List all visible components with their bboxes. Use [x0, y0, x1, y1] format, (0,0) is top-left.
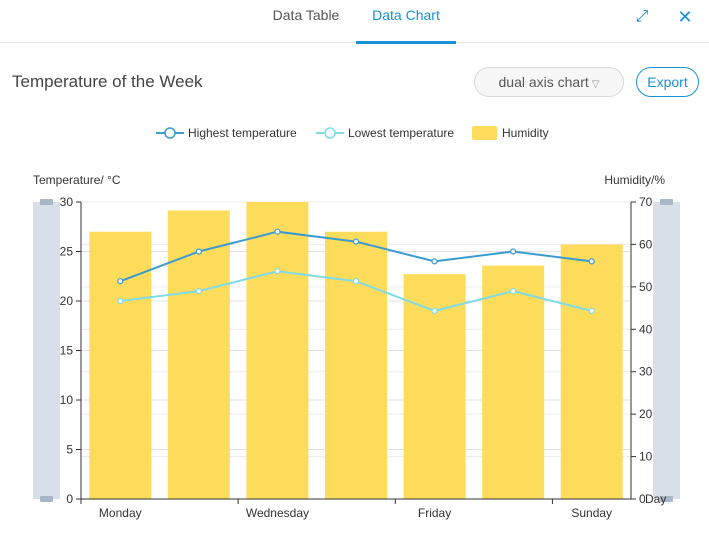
data-point [195, 248, 202, 255]
legend-swatch-humidity[interactable] [472, 126, 497, 140]
data-point [352, 238, 360, 245]
x-axis-tick-label: Sunday [571, 506, 612, 520]
export-button[interactable]: Export [636, 67, 699, 97]
x-axis-tick-label: Wednesday [246, 506, 309, 520]
right-axis-tick-label: 60 [639, 237, 653, 251]
dual-axis-chart: 0 5 10 15 20 25 30 0 10 20 30 40 50 60 70 Monday Wednesd… [33, 126, 680, 520]
left-zoom-slider[interactable] [33, 202, 60, 499]
data-point [588, 307, 595, 314]
legend-label-humidity: Humidity [502, 126, 549, 140]
right-axis-tick-label: 40 [639, 322, 653, 336]
right-axis-tick-label: 10 [639, 450, 653, 464]
data-point [117, 278, 124, 285]
right-axis-tick-label: 20 [639, 407, 653, 421]
dialog-header: Data Table Data Chart ⤢ ✕ [0, 0, 709, 44]
legend-label-lowest: Lowest temperature [348, 126, 454, 140]
data-point [274, 268, 281, 275]
left-axis-tick-label: 20 [60, 294, 74, 308]
data-point [510, 248, 517, 255]
chart-type-select-value: dual axis chart [498, 74, 589, 90]
data-point [431, 307, 438, 314]
expand-icon[interactable]: ⤢ [635, 8, 649, 25]
left-axis-tick-label: 0 [66, 492, 73, 506]
left-axis-tick-label: 15 [60, 344, 74, 358]
data-point [195, 288, 202, 295]
page-title: Temperature of the Week [12, 72, 203, 91]
legend-label-highest: Highest temperature [188, 126, 297, 140]
left-axis-name: Temperature/ °C [33, 173, 121, 187]
zoom-handle[interactable] [40, 496, 53, 502]
close-icon[interactable]: ✕ [677, 7, 693, 27]
data-point [510, 288, 517, 295]
data-point [352, 278, 360, 285]
zoom-handle[interactable] [660, 496, 673, 502]
data-point [117, 297, 124, 305]
right-axis-tick-label: 30 [639, 365, 653, 379]
humidity-bar [560, 244, 623, 499]
humidity-bar [246, 202, 309, 499]
zoom-handle[interactable] [660, 199, 673, 205]
humidity-bar [89, 231, 152, 499]
right-axis-tick-label: 0 [639, 492, 646, 506]
x-axis-name: Day [645, 492, 666, 506]
right-axis-tick-label: 70 [639, 195, 653, 209]
x-axis-tick-label: Friday [418, 506, 451, 520]
humidity-bar [482, 265, 545, 499]
left-axis-tick-label: 10 [60, 393, 74, 407]
x-axis-tick-label: Monday [99, 506, 142, 520]
zoom-handle[interactable] [40, 199, 53, 205]
tab-data-table[interactable]: Data Table [272, 7, 340, 23]
data-point [274, 228, 281, 235]
chart-type-select[interactable]: dual axis chart ▽ [474, 67, 624, 97]
right-zoom-slider[interactable] [653, 202, 680, 499]
data-point [431, 258, 438, 265]
humidity-bar [325, 231, 387, 499]
left-axis-tick-label: 25 [60, 245, 74, 259]
left-axis-tick-label: 30 [60, 195, 74, 209]
data-point [588, 258, 595, 265]
right-axis-name: Humidity/% [604, 173, 665, 187]
tab-data-chart[interactable]: Data Chart [356, 0, 456, 44]
legend-marker-lowest [324, 127, 336, 139]
left-axis-tick-label: 5 [66, 443, 73, 457]
right-axis-tick-label: 50 [639, 280, 653, 294]
chevron-down-icon: ▽ [591, 79, 600, 90]
legend-marker-highest [164, 127, 176, 139]
